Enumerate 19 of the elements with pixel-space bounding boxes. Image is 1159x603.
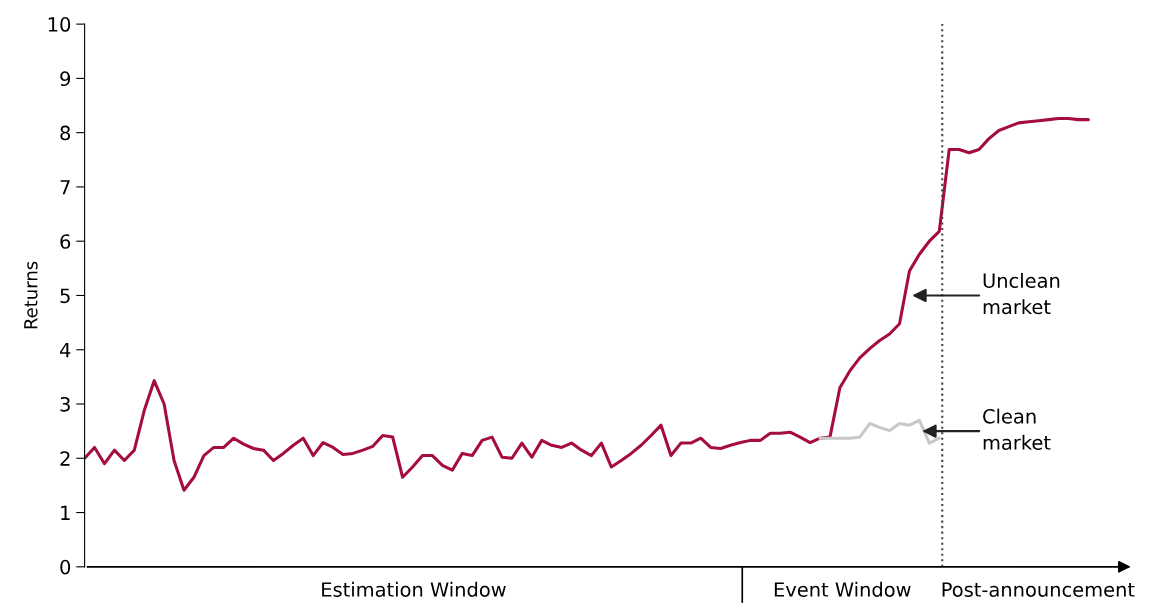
- annotation: Clean market: [983, 408, 1051, 450]
- y-tick-label: 0: [60, 559, 71, 575]
- text: Event Window: [774, 581, 911, 597]
- text: Post-announcement: [942, 582, 1135, 597]
- y-tick-label: 2: [60, 451, 70, 466]
- line-series: [818, 418, 941, 445]
- y-tick-label: 7: [60, 180, 70, 195]
- y-axis-title: Returns: [24, 261, 38, 329]
- y-tick-label: 5: [60, 288, 70, 304]
- y-tick-label: 1: [61, 505, 70, 520]
- y-tick-label: 9: [60, 71, 71, 87]
- annotation: Unclean market: [983, 272, 1060, 315]
- y-tick-label: 3: [60, 396, 70, 412]
- y-tick-label: 10: [48, 17, 71, 32]
- y-tick-label: 6: [60, 234, 71, 249]
- y-tick-label: 8: [60, 125, 71, 141]
- text: Estimation Window: [322, 581, 506, 597]
- y-tick-label: 4: [59, 342, 71, 358]
- line-series: [84, 117, 1090, 492]
